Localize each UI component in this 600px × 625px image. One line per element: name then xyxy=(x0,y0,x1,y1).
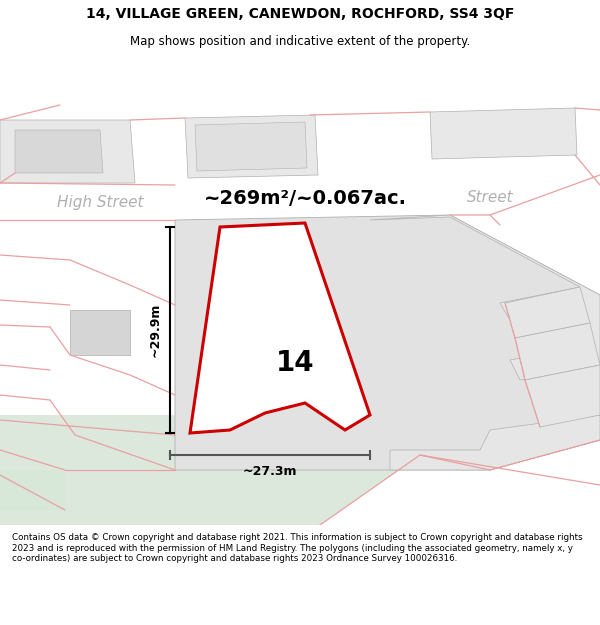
Polygon shape xyxy=(0,385,420,525)
Text: Street: Street xyxy=(467,189,514,204)
Polygon shape xyxy=(190,223,370,433)
Text: Contains OS data © Crown copyright and database right 2021. This information is : Contains OS data © Crown copyright and d… xyxy=(12,533,583,563)
Text: ~269m²/~0.067ac.: ~269m²/~0.067ac. xyxy=(203,189,407,208)
Text: ~27.3m: ~27.3m xyxy=(243,466,297,479)
Polygon shape xyxy=(70,310,130,355)
Polygon shape xyxy=(0,173,600,220)
Text: 14: 14 xyxy=(275,349,314,377)
Polygon shape xyxy=(15,130,103,173)
Text: High Street: High Street xyxy=(57,196,143,211)
Text: ~29.9m: ~29.9m xyxy=(149,302,161,357)
Polygon shape xyxy=(525,365,600,427)
Polygon shape xyxy=(310,110,600,175)
Polygon shape xyxy=(430,108,577,159)
Polygon shape xyxy=(370,215,600,470)
Text: 14, VILLAGE GREEN, CANEWDON, ROCHFORD, SS4 3QF: 14, VILLAGE GREEN, CANEWDON, ROCHFORD, S… xyxy=(86,7,514,21)
Polygon shape xyxy=(515,323,600,380)
Polygon shape xyxy=(195,122,307,171)
Polygon shape xyxy=(505,287,590,338)
Polygon shape xyxy=(175,215,600,470)
Text: Map shows position and indicative extent of the property.: Map shows position and indicative extent… xyxy=(130,35,470,48)
Polygon shape xyxy=(0,470,65,510)
Polygon shape xyxy=(0,120,135,183)
Polygon shape xyxy=(185,115,318,178)
